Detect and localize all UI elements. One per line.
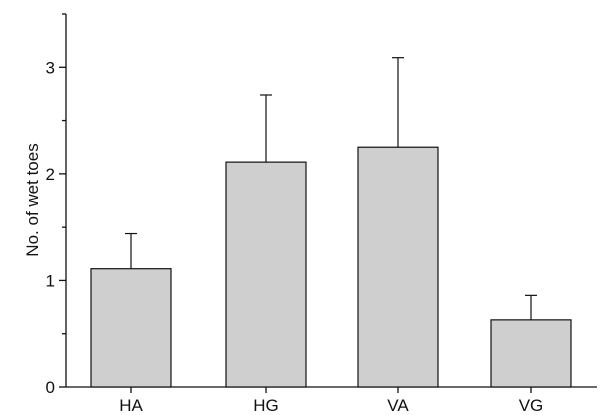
y-tick-label: 1 — [46, 271, 55, 290]
y-tick-label: 0 — [46, 378, 55, 397]
bar-ha — [90, 268, 172, 388]
y-tick-label: 3 — [46, 58, 55, 77]
bars — [90, 146, 572, 388]
bar-hg — [225, 161, 307, 388]
y-axis-title: No. of wet toes — [23, 143, 42, 256]
error-bars — [125, 57, 537, 320]
x-tick-label-va: VA — [387, 396, 409, 415]
bar-vg — [490, 319, 572, 388]
y-axis: 0 1 2 3 — [46, 13, 67, 397]
x-tick-label-hg: HG — [253, 396, 279, 415]
x-tick-label-vg: VG — [519, 396, 544, 415]
bar-va — [357, 146, 439, 388]
x-axis: HA HG VA VG — [66, 386, 597, 415]
x-tick-label-ha: HA — [119, 396, 143, 415]
y-tick-label: 2 — [46, 165, 55, 184]
